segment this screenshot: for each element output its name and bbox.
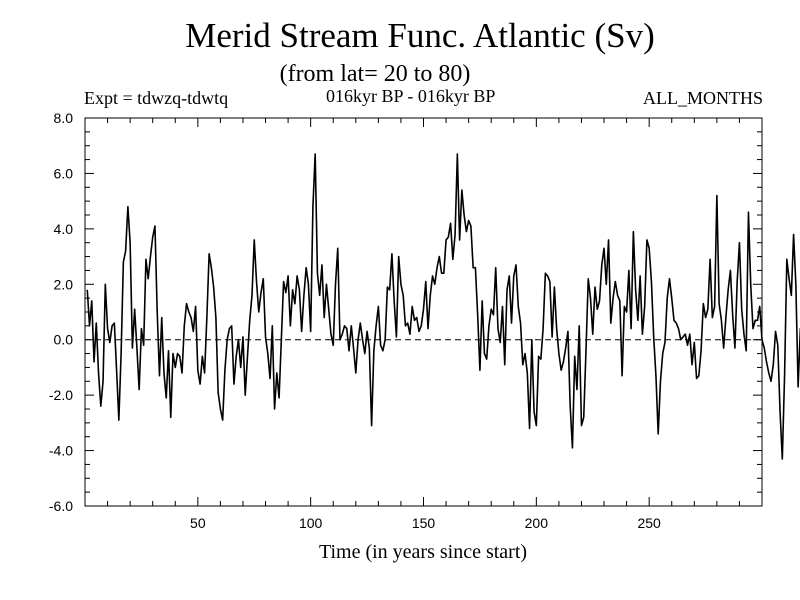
x-tick-label: 100 [299, 515, 323, 531]
chart-title: Merid Stream Func. Atlantic (Sv) [185, 16, 655, 55]
y-tick-label: 8.0 [54, 110, 74, 126]
months-label: ALL_MONTHS [643, 88, 763, 108]
y-tick-label: 4.0 [54, 221, 74, 237]
x-tick-label: 150 [412, 515, 436, 531]
x-tick-label: 250 [637, 515, 661, 531]
y-tick-label: -4.0 [49, 443, 73, 459]
y-tick-label: 2.0 [54, 276, 74, 292]
y-tick-label: 6.0 [54, 165, 74, 181]
period-label: 016kyr BP - 016kyr BP [326, 86, 496, 106]
y-tick-label: -6.0 [49, 498, 73, 514]
experiment-label: Expt = tdwzq-tdwtq [84, 88, 229, 108]
series-line [86, 153, 800, 460]
x-axis-label: Time (in years since start) [318, 541, 528, 563]
series-group [86, 153, 800, 460]
y-tick-label: -2.0 [49, 387, 73, 403]
x-tick-label: 50 [190, 515, 206, 531]
y-axis: -6.0 -4.0 -2.0 0.0 2.0 4.0 6.0 8.0 [49, 110, 762, 514]
x-axis: 50 100 150 200 250 [107, 118, 740, 531]
y-tick-label: 0.0 [54, 332, 74, 348]
x-tick-label: 200 [525, 515, 549, 531]
chart-subtitle: (from lat= 20 to 80) [279, 61, 471, 87]
